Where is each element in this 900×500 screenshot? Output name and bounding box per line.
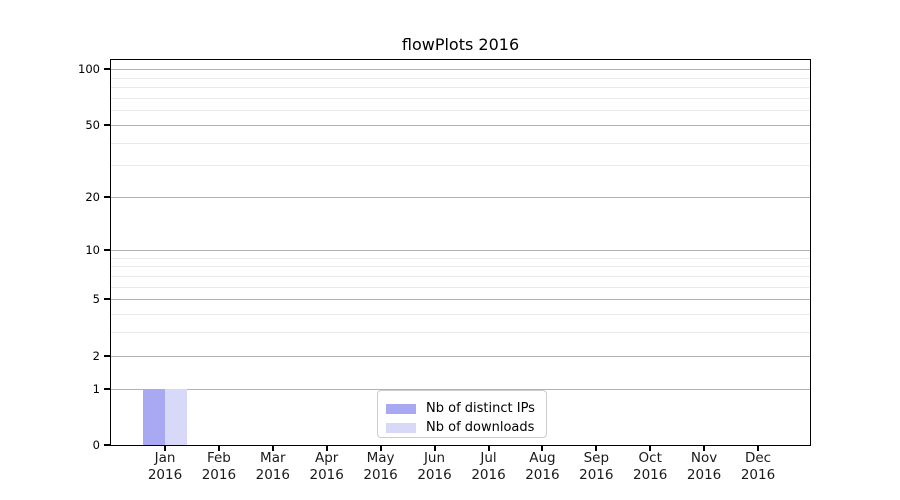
y-tick (104, 68, 110, 71)
plot-area: Nb of distinct IPs Nb of downloads (110, 59, 811, 446)
y-gridline-minor (111, 110, 810, 112)
y-gridline-minor (111, 332, 810, 334)
y-tick (104, 196, 110, 199)
y-gridline-minor (111, 77, 810, 79)
y-gridline-minor (111, 313, 810, 315)
legend-swatch (386, 422, 416, 433)
y-tick (104, 354, 110, 357)
y-gridline-minor (111, 286, 810, 288)
x-tick-label-month: Dec (744, 450, 772, 466)
x-tick (379, 446, 382, 451)
y-gridline-major (111, 69, 810, 71)
y-tick-label: 5 (92, 292, 100, 307)
y-gridline-minor (111, 142, 810, 144)
y-tick (104, 387, 110, 390)
y-gridline-minor (111, 266, 810, 268)
y-tick (104, 248, 110, 251)
y-tick (104, 444, 110, 446)
x-tick (164, 446, 166, 451)
y-gridline-major (111, 124, 810, 126)
y-gridline-major (111, 299, 810, 301)
y-gridline-major (111, 197, 810, 199)
y-gridline-major (111, 249, 810, 251)
bar-nb-of-distinct-ips (143, 388, 165, 445)
x-tick (325, 446, 328, 451)
y-tick-label: 10 (85, 242, 100, 257)
legend-entry: Nb of distinct IPs (386, 399, 546, 418)
x-tick-label-year: 2016 (740, 467, 776, 483)
y-gridline-major (111, 355, 810, 357)
x-tick (433, 446, 436, 451)
y-tick (104, 298, 110, 301)
x-tick (757, 446, 759, 451)
legend: Nb of distinct IPs Nb of downloads (377, 390, 547, 438)
x-tick-label: Dec 2016 (720, 450, 796, 484)
x-tick (649, 446, 652, 451)
y-gridline-minor (111, 165, 810, 167)
y-tick-label: 100 (78, 62, 100, 77)
legend-entry: Nb of downloads (386, 418, 546, 437)
y-tick (104, 123, 110, 126)
y-gridline-minor (111, 87, 810, 89)
y-gridline-major (111, 388, 810, 390)
y-tick-label: 1 (92, 381, 100, 396)
x-tick (271, 446, 274, 451)
legend-label: Nb of distinct IPs (426, 400, 535, 416)
x-tick (703, 446, 706, 451)
bar-nb-of-downloads (165, 388, 187, 445)
chart-title: flowPlots 2016 (401, 35, 520, 54)
x-tick (541, 446, 544, 451)
y-tick-label: 0 (92, 438, 100, 452)
legend-swatch (386, 403, 416, 414)
y-tick-label: 50 (85, 117, 100, 132)
x-tick (595, 446, 598, 451)
x-tick (487, 446, 490, 451)
legend-label: Nb of downloads (426, 419, 535, 435)
y-tick-label: 20 (85, 190, 100, 205)
y-gridline-minor (111, 257, 810, 259)
x-tick (217, 446, 220, 451)
y-gridline-minor (111, 97, 810, 99)
y-gridline-minor (111, 275, 810, 277)
y-tick-label: 2 (92, 348, 100, 363)
